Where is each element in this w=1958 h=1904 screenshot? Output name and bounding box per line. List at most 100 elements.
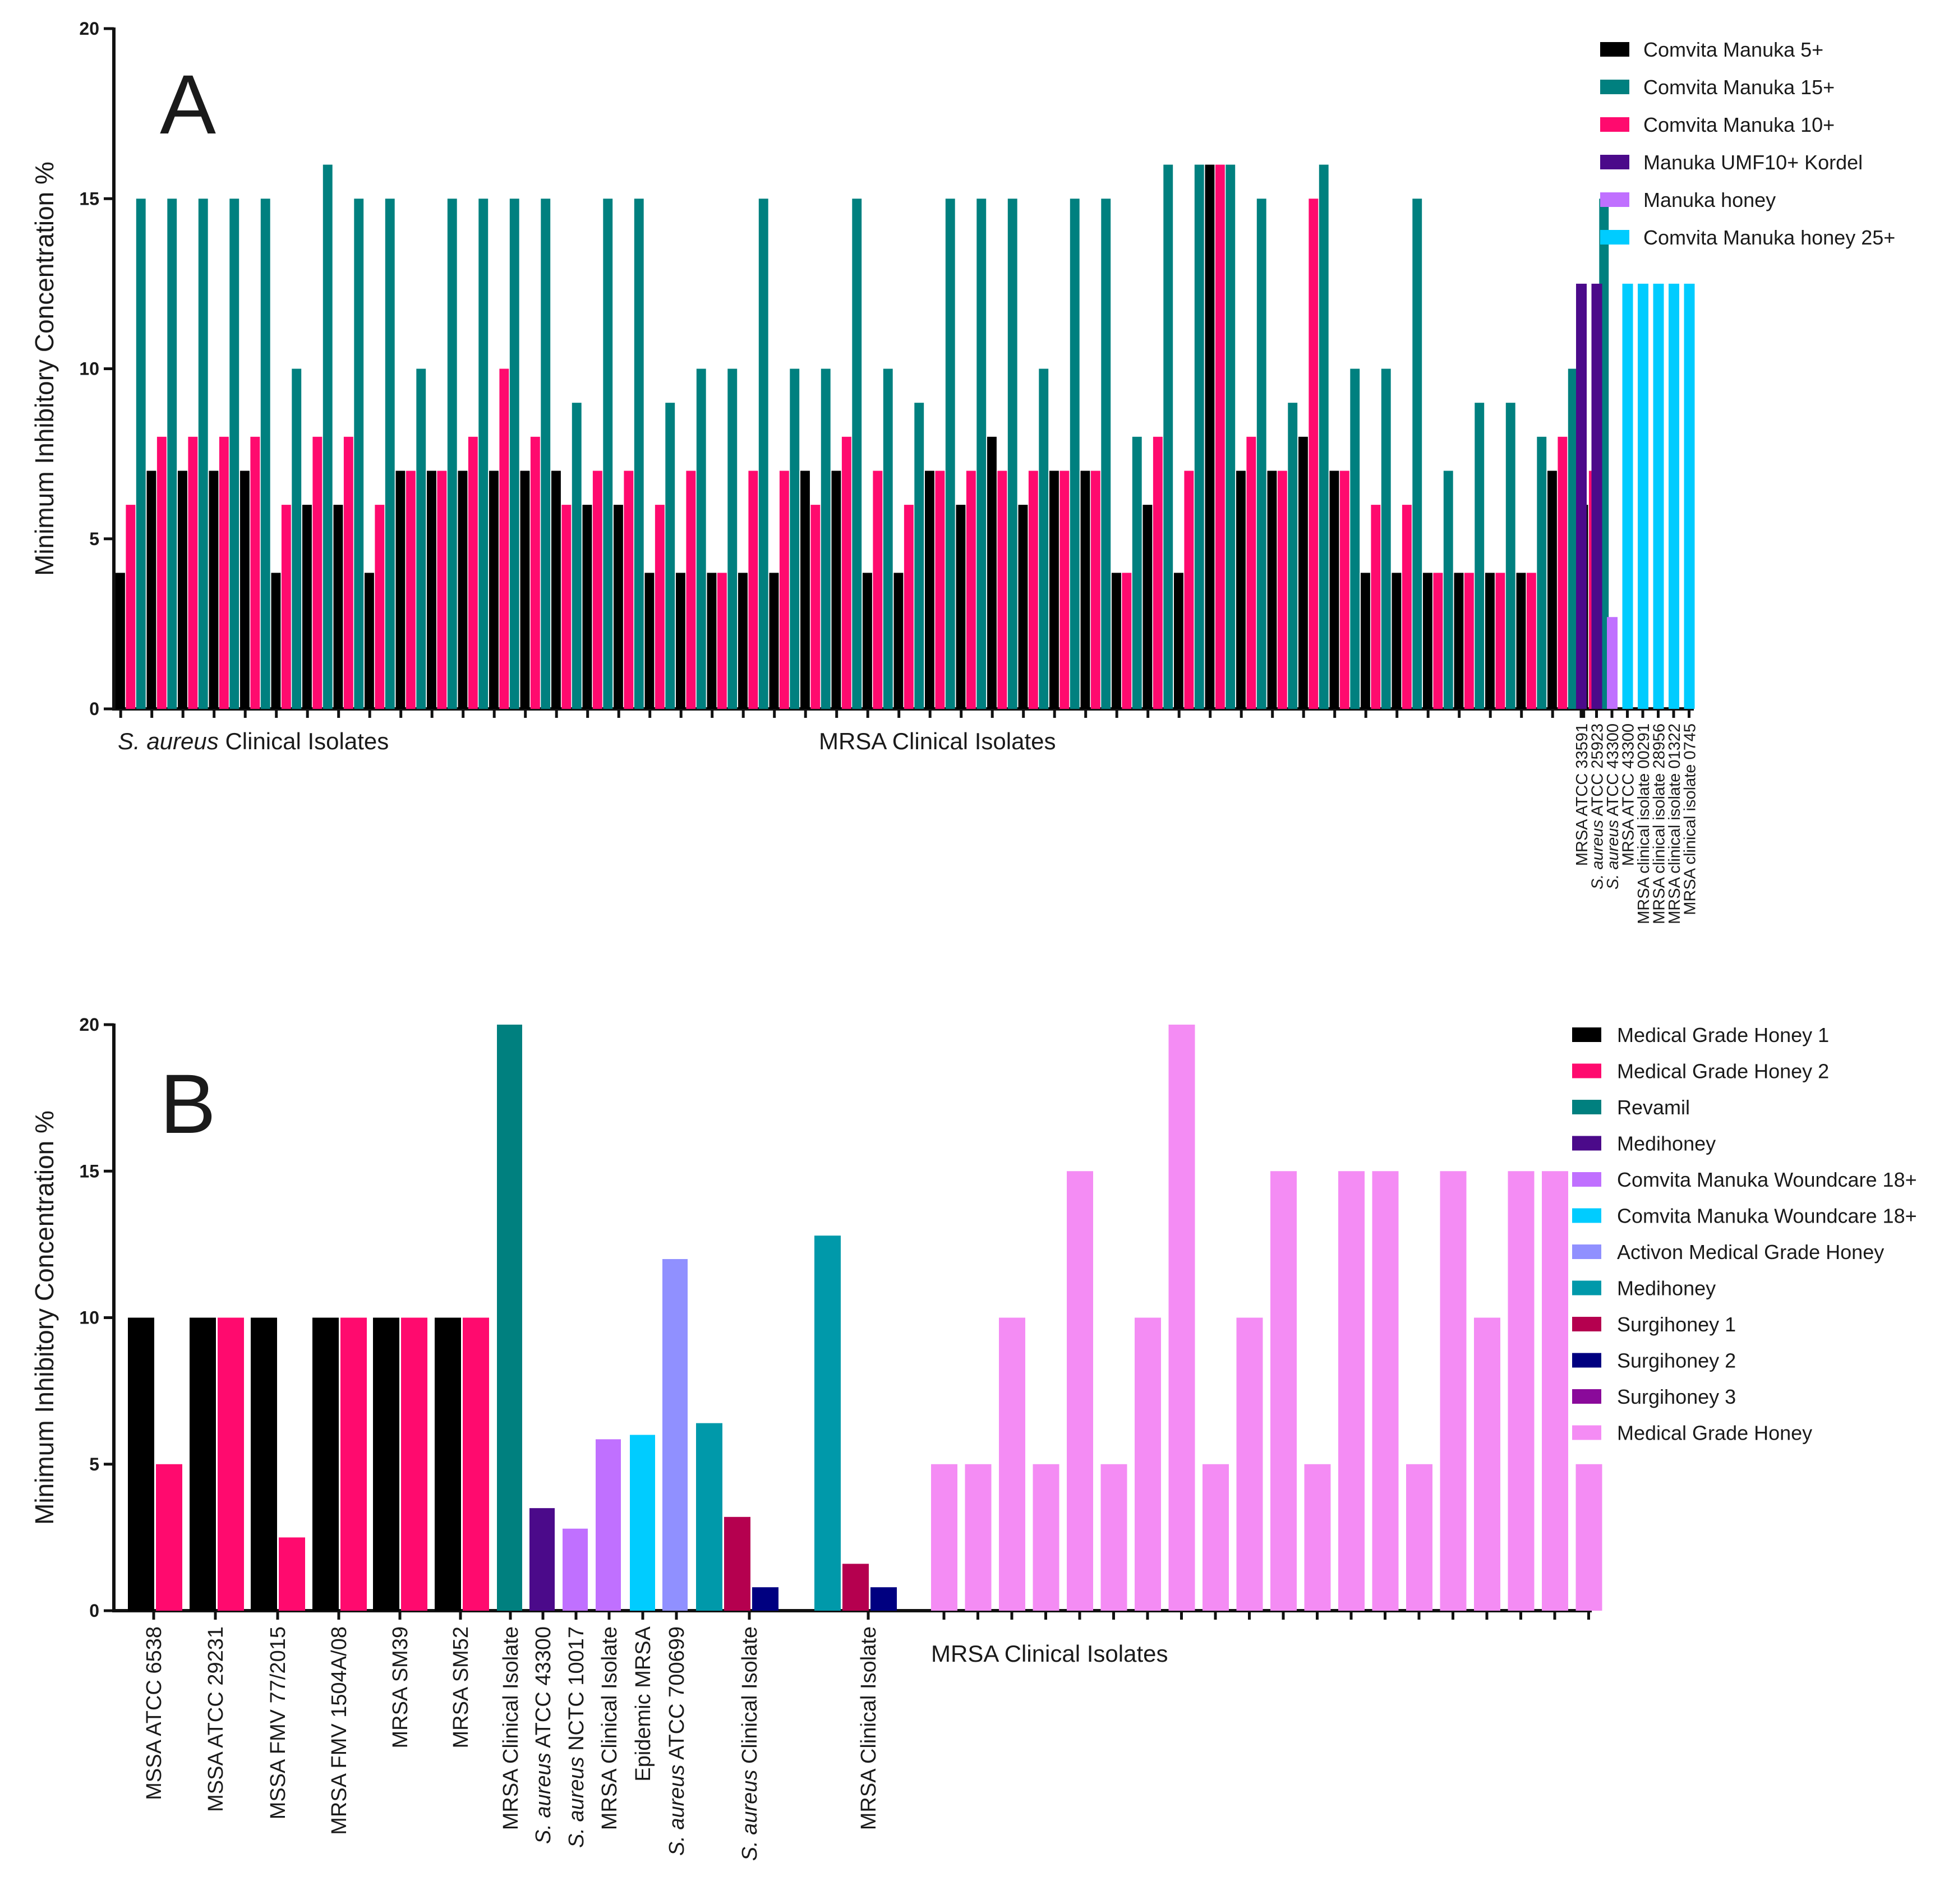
reference-bar bbox=[1591, 283, 1602, 709]
bar-medical-grade-honey-1 bbox=[373, 1317, 399, 1611]
bar-comvita-manuka-5- bbox=[116, 573, 125, 709]
bar-comvita-manuka-15- bbox=[1007, 199, 1017, 709]
bar-comvita-manuka-5- bbox=[1423, 573, 1432, 709]
x-category-label-text: Clinical Isolate bbox=[738, 1626, 762, 1770]
bar-comvita-manuka-15- bbox=[541, 199, 551, 709]
legend-swatch bbox=[1572, 1100, 1601, 1114]
bar-comvita-manuka-10- bbox=[1122, 573, 1132, 709]
x-category-label-italic: S. aureus bbox=[738, 1770, 762, 1861]
bar-comvita-manuka-10- bbox=[655, 505, 665, 709]
bar-surgihoney-2 bbox=[752, 1587, 778, 1611]
bar-comvita-manuka-5- bbox=[365, 573, 374, 709]
legend-swatch bbox=[1572, 1280, 1601, 1296]
bar-comvita-manuka-10- bbox=[1153, 436, 1163, 709]
bar-comvita-manuka-10- bbox=[312, 436, 323, 709]
legend-label: Manuka honey bbox=[1643, 188, 1776, 211]
y-tick-label: 5 bbox=[89, 1454, 99, 1474]
bar-comvita-manuka-10- bbox=[499, 368, 509, 709]
legend-swatch bbox=[1600, 192, 1629, 207]
bar-comvita-manuka-10- bbox=[1277, 471, 1287, 709]
bar-comvita-manuka-10- bbox=[219, 436, 229, 709]
bar-medical-grade-honey bbox=[1033, 1464, 1059, 1611]
bar-comvita-manuka-5- bbox=[1298, 436, 1308, 709]
bar-comvita-manuka-5- bbox=[676, 573, 685, 709]
x-category-label-text: MRSA SM52 bbox=[449, 1626, 473, 1749]
bar-medical-grade-honey bbox=[1100, 1464, 1127, 1611]
bar-comvita-manuka-5- bbox=[520, 471, 530, 709]
bar-comvita-manuka-5- bbox=[240, 471, 250, 709]
bar-comvita-manuka-5- bbox=[893, 573, 904, 709]
legend-label: Comvita Manuka 5+ bbox=[1643, 38, 1823, 61]
bar-comvita-manuka-10- bbox=[1464, 573, 1474, 709]
bar-comvita-manuka-5- bbox=[551, 471, 561, 709]
bar-comvita-manuka-10- bbox=[343, 436, 353, 709]
bar-comvita-manuka-5- bbox=[1516, 573, 1526, 709]
reference-bar bbox=[1653, 283, 1664, 709]
x-category-label: Epidemic MRSA bbox=[632, 1626, 655, 1781]
bar-comvita-manuka-10- bbox=[935, 471, 945, 709]
reference-bar-label: MRSA clinical isolate 01322 bbox=[1666, 723, 1684, 924]
x-category-label-text: MSSA ATCC 6538 bbox=[142, 1626, 166, 1800]
bar-medical-grade-honey-1 bbox=[435, 1317, 461, 1611]
bar-medihoney bbox=[814, 1235, 841, 1611]
bar-comvita-manuka-5- bbox=[987, 436, 997, 709]
bar-comvita-manuka-15- bbox=[1475, 403, 1485, 709]
x-category-label: S. aureus ATCC 43300 bbox=[532, 1626, 555, 1844]
bar-comvita-manuka-5- bbox=[1142, 505, 1153, 709]
bar-comvita-manuka-10- bbox=[156, 436, 167, 709]
bar-medical-grade-honey bbox=[1236, 1317, 1263, 1611]
bar-comvita-manuka-10- bbox=[624, 471, 634, 709]
reference-bar bbox=[1622, 283, 1633, 709]
bar-medihoney bbox=[529, 1508, 555, 1611]
legend-label: Surgihoney 1 bbox=[1617, 1313, 1736, 1336]
bar-comvita-manuka-15- bbox=[1443, 471, 1453, 709]
x-category-label: MRSA FMV 1504A/08 bbox=[328, 1626, 351, 1835]
bar-comvita-manuka-15- bbox=[883, 368, 893, 709]
bar-comvita-manuka-15- bbox=[354, 199, 364, 709]
reference-bar-label: MRSA clinical isolate 00291 bbox=[1635, 723, 1653, 924]
bar-comvita-manuka-5- bbox=[925, 471, 934, 709]
x-category-label-text: MSSA FMV 77/2015 bbox=[266, 1626, 290, 1819]
reference-bar-label: MRSA ATCC 33591 bbox=[1573, 723, 1591, 866]
panel-letter: B bbox=[160, 1057, 216, 1151]
y-axis-title: Minimum Inhibitory Concentration % bbox=[30, 1110, 59, 1525]
bar-medical-grade-honey bbox=[1203, 1464, 1229, 1611]
y-tick-label: 0 bbox=[89, 1601, 99, 1621]
bar-comvita-manuka-15- bbox=[323, 164, 333, 709]
panel-b: 0 5 10 15 20 Minimum Inhibitory Concentration… bbox=[30, 1015, 1917, 1861]
reference-bar-label: MRSA clinical isolate 28956 bbox=[1651, 723, 1669, 924]
bar-comvita-manuka-10- bbox=[188, 436, 198, 709]
bar-revamil bbox=[497, 1025, 522, 1611]
reference-bar-label-italic: S. aureus bbox=[1604, 820, 1622, 889]
bar-comvita-manuka-5- bbox=[738, 573, 748, 709]
x-category-label: S. aureus ATCC 700699 bbox=[665, 1626, 689, 1856]
bar-medical-grade-honey-1 bbox=[312, 1317, 339, 1611]
bar-comvita-manuka-15- bbox=[945, 199, 955, 709]
bar-comvita-manuka-5- bbox=[333, 505, 343, 709]
bar-comvita-manuka-10- bbox=[1246, 436, 1256, 709]
legend-label: Medical Grade Honey 1 bbox=[1617, 1024, 1829, 1046]
bar-comvita-manuka-10- bbox=[1028, 471, 1038, 709]
bar-comvita-manuka-5- bbox=[1454, 573, 1464, 709]
legend-swatch bbox=[1572, 1317, 1601, 1331]
bar-comvita-manuka-10- bbox=[904, 505, 914, 709]
bar-comvita-manuka-10- bbox=[1433, 573, 1443, 709]
bar-comvita-manuka-15- bbox=[821, 368, 831, 709]
bar-comvita-manuka-15- bbox=[1070, 199, 1080, 709]
bar-medical-grade-honey bbox=[931, 1464, 957, 1611]
bar-comvita-manuka-10- bbox=[126, 505, 136, 709]
bar-comvita-manuka-15- bbox=[136, 199, 146, 709]
bar-comvita-manuka-10- bbox=[281, 505, 291, 709]
bar-comvita-manuka-15- bbox=[478, 199, 489, 709]
legend-label: Surgihoney 3 bbox=[1617, 1385, 1736, 1408]
x-category-label-text: ATCC 700699 bbox=[665, 1626, 689, 1764]
x-category-label-italic: S. aureus bbox=[565, 1757, 588, 1848]
bar-comvita-manuka-15- bbox=[1101, 199, 1111, 709]
bar-medical-grade-honey bbox=[1338, 1171, 1365, 1611]
bar-comvita-manuka-10- bbox=[779, 471, 789, 709]
bar-activon-medical-grade-honey bbox=[662, 1259, 688, 1611]
bar-medical-grade-honey bbox=[1372, 1171, 1399, 1611]
x-category-label: MSSA FMV 77/2015 bbox=[266, 1626, 290, 1819]
legend-label: Comvita Manuka honey 25+ bbox=[1643, 226, 1895, 249]
bar-comvita-manuka-15- bbox=[447, 199, 457, 709]
